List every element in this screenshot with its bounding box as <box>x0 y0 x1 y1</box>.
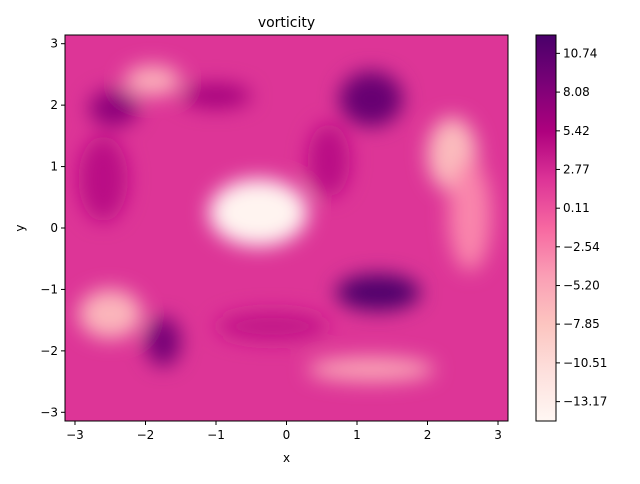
vortex-feature-0 <box>208 178 308 247</box>
colorbar-gradient <box>536 35 556 421</box>
colorbar-tick-label: −10.51 <box>563 356 607 370</box>
vortex-feature-11 <box>78 135 128 222</box>
chart-title: vorticity <box>258 15 315 31</box>
x-tick-label: −1 <box>207 428 225 442</box>
x-tick-label: 0 <box>283 428 291 442</box>
vortex-feature-13 <box>307 123 350 198</box>
y-tick-label: 0 <box>50 221 58 235</box>
vortex-feature-1 <box>335 274 421 311</box>
vortex-feature-10 <box>448 160 491 272</box>
y-axis-label: y <box>13 224 27 231</box>
y-tick-label: −2 <box>40 344 58 358</box>
colorbar-frame <box>535 34 557 422</box>
colorbar-tick-label: 0.11 <box>563 201 590 215</box>
y-tick-label: −1 <box>40 282 58 296</box>
x-tick-label: 1 <box>353 428 361 442</box>
vortex-feature-9 <box>307 357 435 382</box>
y-tick-label: 3 <box>50 37 58 51</box>
colorbar-tick-label: −7.85 <box>563 317 600 331</box>
colorbar-tick-label: 8.08 <box>563 85 590 99</box>
colorbar-tick-label: 5.42 <box>563 124 590 138</box>
y-axis-ticks: −3 −2 −1 0 1 2 3 <box>40 37 65 419</box>
x-tick-label: −3 <box>66 428 84 442</box>
colorbar-tick-label: 10.74 <box>563 46 597 60</box>
colorbar-ticks: 10.74 8.08 5.42 2.77 0.11 −2.54 −5.20 −7.85 −10.… <box>556 46 607 409</box>
vortex-feature-2 <box>339 71 403 127</box>
vortex-feature-3 <box>145 317 181 367</box>
colorbar-tick-label: −5.20 <box>563 279 600 293</box>
vortex-feature-5 <box>180 83 252 109</box>
colorbar-tick-label: 2.77 <box>563 162 590 176</box>
vortex-feature-8 <box>124 65 181 96</box>
y-tick-label: 1 <box>50 160 58 174</box>
vortex-feature-12 <box>215 310 329 342</box>
heatmap-plot-area <box>65 35 508 421</box>
colorbar-tick-label: −2.54 <box>563 240 600 254</box>
vortex-feature-7 <box>78 289 142 339</box>
heatmap-features <box>78 65 491 382</box>
vortex-feature-4 <box>89 89 139 127</box>
y-tick-label: −3 <box>40 405 58 419</box>
y-tick-label: 2 <box>50 98 58 112</box>
x-tick-label: 2 <box>424 428 432 442</box>
x-tick-label: 3 <box>494 428 502 442</box>
x-axis-label: x <box>283 451 290 465</box>
colorbar: 10.74 8.08 5.42 2.77 0.11 −2.54 −5.20 −7.85 −10.… <box>535 34 607 422</box>
colorbar-tick-label: −13.17 <box>563 395 607 409</box>
x-tick-label: −2 <box>137 428 155 442</box>
x-axis-ticks: −3 −2 −1 0 1 2 3 <box>66 421 502 442</box>
